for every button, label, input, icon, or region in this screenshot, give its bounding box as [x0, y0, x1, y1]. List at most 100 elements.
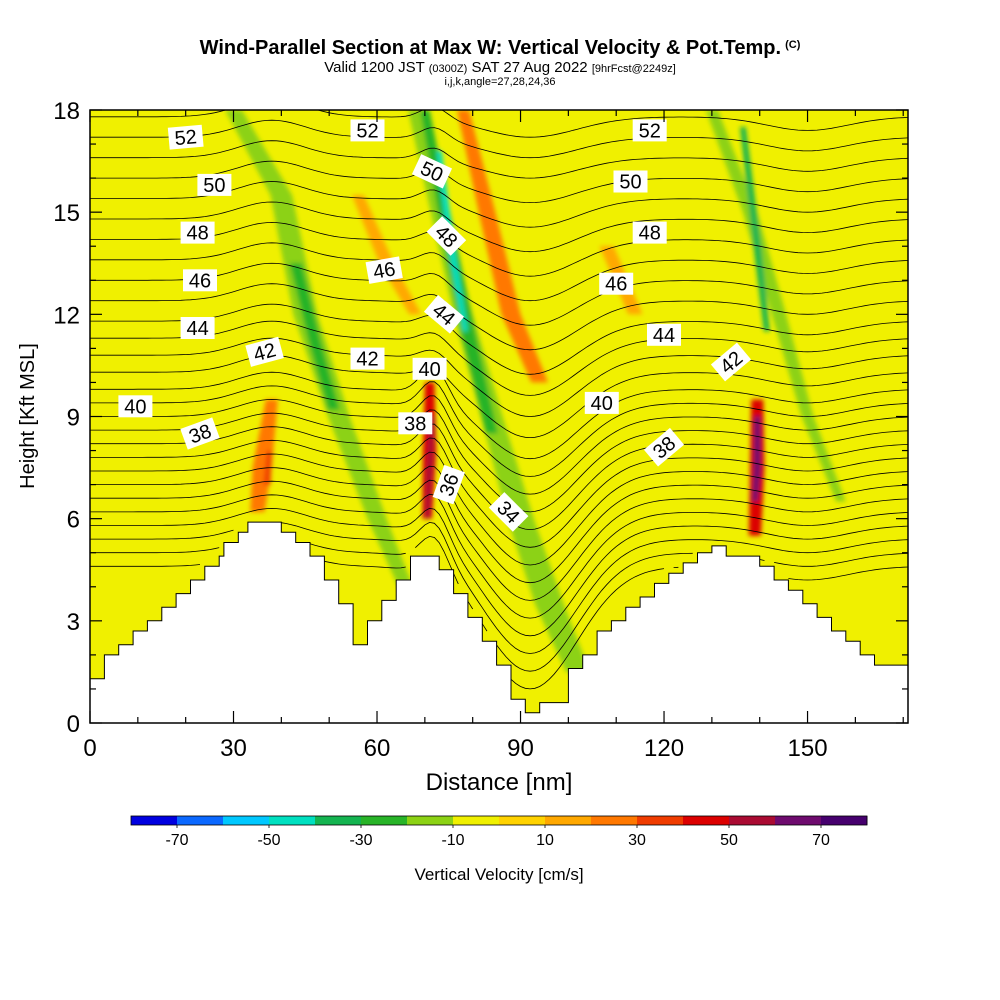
contour-label: 34 — [488, 492, 529, 532]
contour-label: 52 — [350, 119, 385, 142]
contour-label-box — [426, 216, 467, 256]
contour-label-box — [167, 124, 204, 150]
contour-label-box — [180, 417, 220, 450]
contour-label-box — [632, 221, 667, 244]
y-axis-label: Height [Kft MSL] — [17, 343, 39, 489]
contour-label: 42 — [245, 336, 284, 367]
contour-label-box — [423, 294, 465, 334]
contour-label: 46 — [365, 256, 403, 284]
terrain-mask — [90, 521, 908, 723]
colorbar-swatch — [729, 816, 776, 825]
theta-contour-line — [90, 160, 908, 204]
y-tick-label: 0 — [67, 711, 80, 738]
contour-label-box — [432, 464, 465, 505]
contour-label: 50 — [613, 170, 648, 194]
updraft-region — [752, 416, 761, 502]
contour-label-box — [411, 154, 453, 189]
colorbar-swatch — [453, 816, 500, 825]
theta-contour-line — [90, 451, 908, 566]
downdraft-region — [90, 110, 413, 587]
theta-contour-line — [90, 242, 908, 302]
theta-contour-line — [90, 303, 908, 375]
contour-label-text: 42 — [356, 349, 378, 371]
theta-contour-line — [90, 201, 908, 253]
y-axis-ticks: 0 3 6 9 12 15 18 — [53, 98, 908, 738]
colorbar-tick-label: 10 — [536, 832, 554, 849]
contour-label-box — [350, 347, 385, 370]
theta-contour-line — [90, 521, 908, 654]
contour-label-box — [632, 119, 667, 142]
contour-label-text: 46 — [372, 258, 398, 284]
theta-contour-line — [90, 221, 908, 277]
colorbar-swatch — [591, 816, 638, 825]
updraft-region — [250, 399, 278, 512]
chart-indices: i,j,k,angle=27,28,24,36 — [444, 76, 556, 88]
contour-label-box — [412, 357, 447, 380]
theta-contour-line — [90, 409, 908, 513]
theta-contour-line — [90, 535, 908, 672]
contour-label-text: 44 — [653, 325, 675, 347]
theta-contour-line — [90, 507, 908, 637]
colorbar-swatch — [683, 816, 730, 825]
contour-label-text: 40 — [418, 359, 440, 381]
contour-label: 42 — [350, 347, 385, 371]
contour-label-box — [350, 119, 385, 142]
copyright-mark: (C) — [785, 39, 801, 51]
colorbar-tick-label: 70 — [812, 832, 830, 849]
theta-contour-line — [90, 320, 908, 396]
updraft-region — [351, 195, 422, 315]
downdraft-region — [740, 127, 770, 332]
contour-label-text: 48 — [186, 223, 208, 245]
theta-contour-line — [90, 283, 908, 351]
contour-label-box — [183, 269, 217, 292]
colorbar-label: Vertical Velocity [cm/s] — [414, 865, 583, 884]
contour-label-box — [365, 256, 403, 284]
contour-label-box — [180, 221, 215, 244]
chart-subtitle: Valid 1200 JST (0300Z) SAT 27 Aug 2022 [… — [324, 59, 676, 76]
colorbar-frame — [130, 815, 868, 826]
colorbar-tick-label: -10 — [441, 832, 464, 849]
colorbar-swatch — [545, 816, 592, 825]
colorbar-tick-label: -30 — [349, 832, 372, 849]
theta-contour-line — [90, 560, 908, 690]
contour-label-box — [197, 173, 232, 196]
contour-label-box — [398, 412, 433, 435]
y-tick-label: 15 — [53, 200, 80, 227]
colorbar-swatch — [315, 816, 362, 825]
contour-label-box — [118, 395, 153, 418]
contour-label-box — [584, 391, 619, 414]
colorbar-swatch — [637, 816, 684, 825]
contour-label: 40 — [412, 357, 447, 381]
x-tick-label: 120 — [644, 735, 684, 762]
contour-label: 40 — [584, 391, 619, 415]
x-tick-label: 0 — [83, 735, 96, 762]
contour-label: 44 — [647, 323, 681, 347]
y-tick-label: 12 — [53, 302, 80, 329]
colorbar: -70 -50 -30 -10 10 30 50 70 — [130, 815, 868, 849]
contour-label: 48 — [180, 221, 215, 245]
downdraft-region — [705, 110, 846, 502]
contour-label: 48 — [632, 221, 667, 245]
contour-label-text: 52 — [174, 126, 198, 150]
theta-contour-line — [90, 493, 908, 619]
x-tick-label: 30 — [220, 735, 247, 762]
contour-label: 52 — [167, 124, 204, 150]
contour-label: 38 — [398, 412, 433, 435]
x-axis-ticks: 0 30 60 90 120 150 — [83, 110, 904, 762]
updraft-region — [424, 416, 435, 519]
downdraft-region — [420, 110, 498, 434]
theta-contour-line — [90, 437, 908, 548]
colorbar-swatch — [775, 816, 822, 825]
contour-label-box — [710, 342, 752, 382]
x-tick-label: 90 — [507, 735, 534, 762]
theta-contour-line — [90, 262, 908, 326]
theta-contour-line — [90, 367, 908, 460]
theta-contour-line — [90, 465, 908, 584]
colorbar-swatch — [131, 816, 178, 825]
colorbar-swatch — [821, 816, 868, 825]
x-axis-label: Distance [nm] — [426, 769, 573, 796]
contour-label-box — [245, 336, 284, 367]
contour-label-text: 38 — [404, 413, 426, 435]
y-tick-label: 18 — [53, 98, 80, 125]
